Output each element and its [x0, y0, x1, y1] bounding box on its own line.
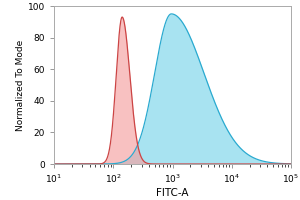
X-axis label: FITC-A: FITC-A: [156, 188, 189, 198]
Y-axis label: Normalized To Mode: Normalized To Mode: [16, 39, 25, 131]
